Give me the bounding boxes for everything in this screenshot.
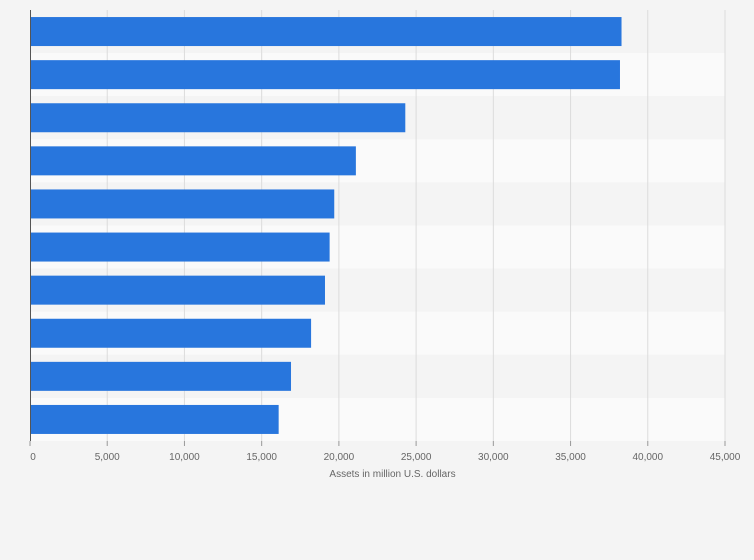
x-tick-label-8: 40,000: [632, 452, 663, 463]
bars: [30, 17, 622, 434]
x-tick-label-6: 30,000: [478, 452, 509, 463]
x-tick-label-1: 5,000: [95, 452, 120, 463]
bar-3[interactable]: [30, 103, 406, 133]
bar-6[interactable]: [30, 232, 330, 262]
x-axis-title: Assets in million U.S. dollars: [329, 469, 455, 480]
x-tick-label-7: 35,000: [555, 452, 586, 463]
x-tick-label-4: 20,000: [324, 452, 355, 463]
bar-4[interactable]: [30, 146, 356, 176]
bar-10[interactable]: [30, 404, 279, 434]
bar-7[interactable]: [30, 275, 325, 305]
bar-8[interactable]: [30, 318, 312, 348]
x-tick-label-5: 25,000: [401, 452, 432, 463]
x-tick-label-2: 10,000: [169, 452, 200, 463]
bar-5[interactable]: [30, 189, 335, 219]
x-tick-label-3: 15,000: [246, 452, 277, 463]
x-axis-ticks: 0 5,000 10,000 15,000 20,000 25,000 30,000 35,0…: [29, 441, 741, 463]
bar-1[interactable]: [30, 17, 622, 47]
x-tick-label-0: 0: [30, 452, 36, 463]
x-tick-label-9: 45,000: [710, 452, 741, 463]
bar-2[interactable]: [30, 60, 620, 90]
bar-9[interactable]: [30, 361, 292, 391]
